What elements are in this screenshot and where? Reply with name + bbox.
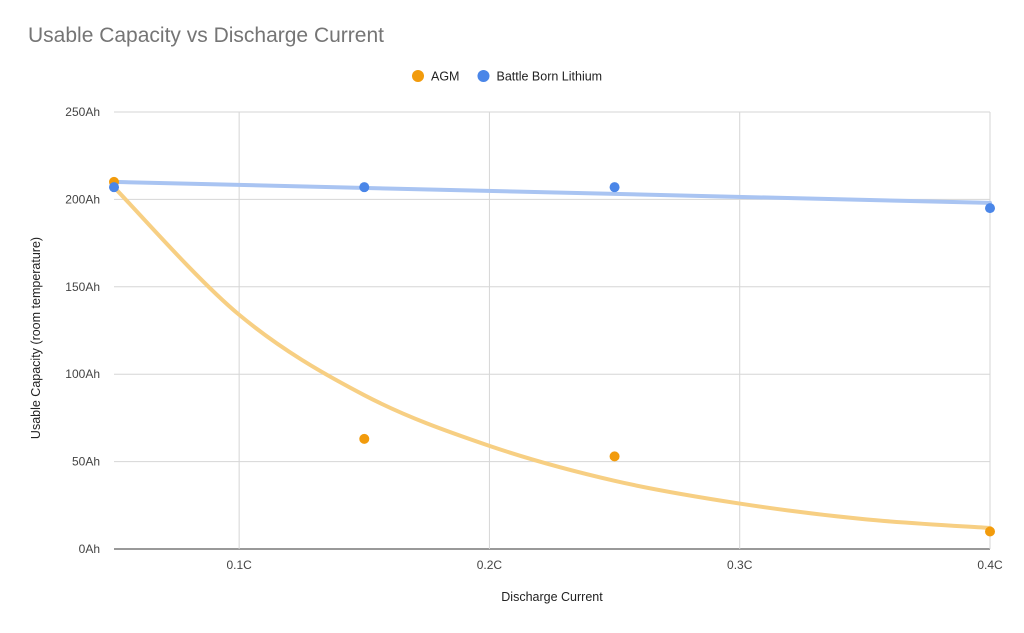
data-point: [109, 182, 119, 193]
y-tick-label: 50Ah: [72, 455, 100, 469]
legend: AGM Battle Born Lithium: [412, 70, 602, 84]
data-point: [985, 203, 995, 214]
data-point: [359, 182, 370, 193]
data-points: [109, 176, 995, 537]
y-tick-label: 250Ah: [65, 105, 100, 119]
trend-lines: [112, 179, 992, 531]
x-tick-label: 0.4C: [977, 558, 1003, 572]
chart-title: Usable Capacity vs Discharge Current: [28, 24, 384, 47]
trendline: [112, 179, 992, 205]
y-tick-label: 100Ah: [65, 367, 100, 381]
y-axis-ticks: 0Ah 50Ah 100Ah 150Ah 200Ah 250Ah: [65, 105, 100, 556]
y-tick-label: 0Ah: [79, 542, 100, 556]
x-tick-label: 0.2C: [477, 558, 503, 572]
y-axis-title: Usable Capacity (room temperature): [29, 237, 43, 439]
x-tick-label: 0.1C: [226, 558, 252, 572]
y-tick-label: 150Ah: [65, 280, 100, 294]
x-axis-ticks: 0.1C 0.2C 0.3C 0.4C: [226, 558, 1003, 572]
legend-marker: [412, 70, 424, 82]
legend-label: AGM: [431, 70, 459, 84]
legend-label: Battle Born Lithium: [496, 70, 602, 84]
trendline: [112, 185, 992, 531]
data-point: [609, 451, 620, 462]
legend-marker: [477, 70, 490, 82]
data-point: [359, 433, 370, 444]
grid-lines: [114, 111, 991, 550]
x-axis-title: Discharge Current: [501, 590, 603, 604]
data-point: [609, 182, 620, 193]
y-tick-label: 200Ah: [65, 192, 100, 206]
x-tick-label: 0.3C: [727, 558, 753, 572]
data-point: [985, 526, 995, 537]
